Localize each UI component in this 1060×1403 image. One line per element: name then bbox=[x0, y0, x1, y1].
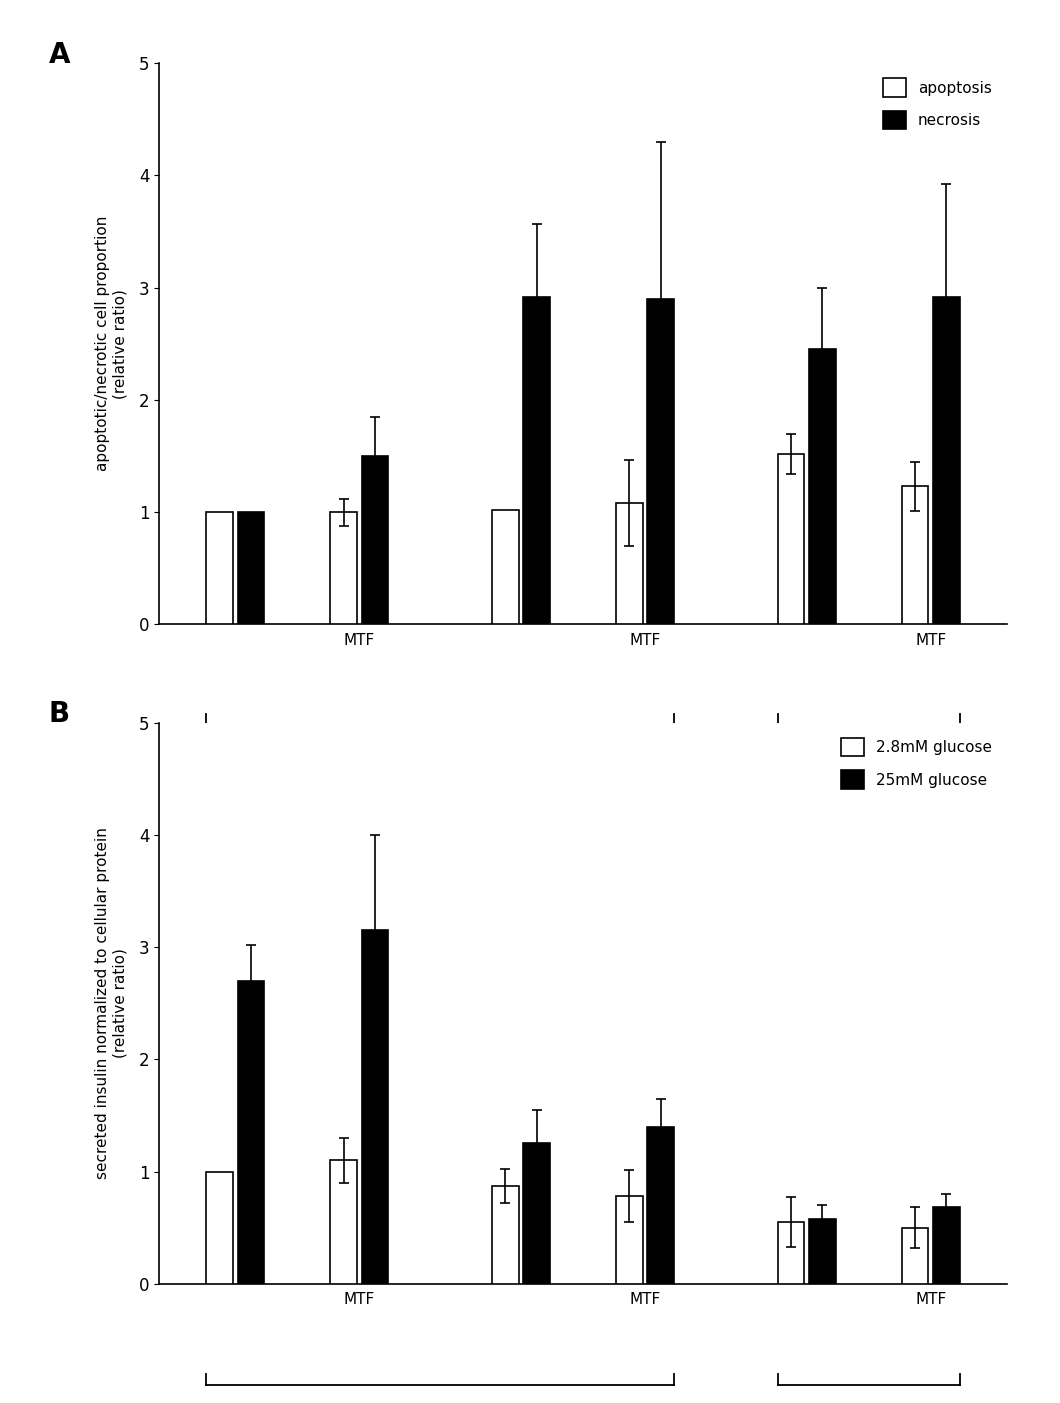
Text: A: A bbox=[49, 41, 70, 69]
Y-axis label: secreted insulin normalized to cellular protein
(relative ratio): secreted insulin normalized to cellular … bbox=[95, 828, 127, 1179]
Bar bbox=[207, 1172, 233, 1284]
Text: palmitate 0.5 mM: palmitate 0.5 mM bbox=[658, 860, 794, 875]
Bar bbox=[902, 1228, 929, 1284]
Text: glucose 20-30mM: glucose 20-30mM bbox=[800, 759, 937, 774]
Bar bbox=[809, 1219, 835, 1284]
Bar bbox=[648, 299, 674, 624]
Y-axis label: apoptotic/necrotic cell proportion
(relative ratio): apoptotic/necrotic cell proportion (rela… bbox=[95, 216, 127, 471]
Bar bbox=[492, 1186, 518, 1284]
Bar bbox=[648, 1127, 674, 1284]
Bar bbox=[237, 512, 264, 624]
Legend: 2.8mM glucose, 25mM glucose: 2.8mM glucose, 25mM glucose bbox=[833, 730, 1000, 797]
Bar bbox=[524, 1143, 550, 1284]
Bar bbox=[207, 512, 233, 624]
Bar bbox=[361, 456, 388, 624]
Bar bbox=[492, 509, 518, 624]
Bar bbox=[524, 296, 550, 624]
Bar bbox=[778, 453, 805, 624]
Bar bbox=[361, 930, 388, 1284]
Bar bbox=[902, 487, 929, 624]
Bar bbox=[616, 1197, 642, 1284]
Bar bbox=[778, 1222, 805, 1284]
Bar bbox=[933, 1208, 959, 1284]
Bar bbox=[331, 512, 357, 624]
Bar bbox=[616, 504, 642, 624]
Bar bbox=[237, 981, 264, 1284]
Bar bbox=[331, 1160, 357, 1284]
Text: glucose 5-10mM: glucose 5-10mM bbox=[377, 759, 503, 774]
Legend: apoptosis, necrosis: apoptosis, necrosis bbox=[876, 70, 1000, 137]
Bar bbox=[809, 349, 835, 624]
Bar bbox=[933, 296, 959, 624]
Text: B: B bbox=[49, 700, 70, 728]
